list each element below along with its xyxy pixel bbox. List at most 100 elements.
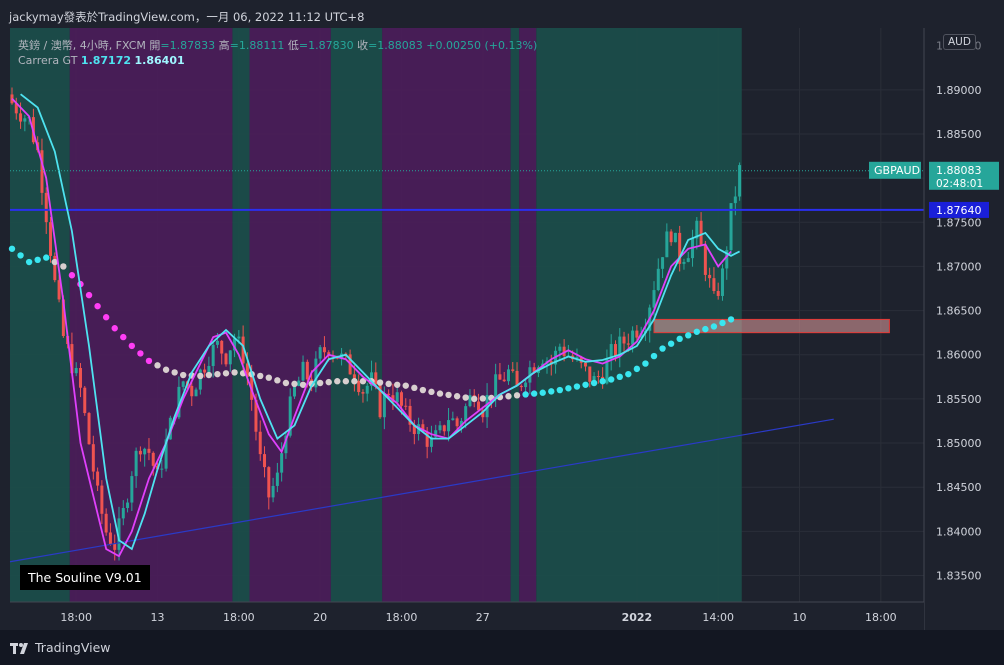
bull-zone (10, 28, 70, 602)
candle-body (254, 399, 258, 432)
price-tick-label: 1.87000 (936, 260, 982, 273)
price-tick-label: 1.87500 (936, 216, 982, 229)
trend-dot (530, 390, 538, 397)
candle-body (421, 424, 425, 432)
indicator-legend[interactable]: Carrera GT 1.87172 1.86401 (18, 54, 185, 67)
footer-brand[interactable]: TradingView (10, 640, 111, 655)
trend-dot (650, 352, 658, 360)
trend-dot (137, 350, 144, 357)
candle-body (357, 380, 361, 393)
candle-body (382, 393, 386, 418)
candle-body (459, 420, 463, 427)
candle-body (506, 369, 510, 382)
symbol-tag (869, 161, 921, 179)
candle-body (49, 222, 53, 256)
candle-body (44, 192, 48, 223)
candle-body (464, 406, 468, 421)
open-value: =1.87833 (160, 39, 216, 52)
candle-body (387, 393, 391, 396)
time-tick-label: 10 (793, 611, 807, 624)
change-value: +0.00250 (+0.13%) (426, 39, 538, 52)
trend-dot (685, 332, 692, 339)
candle-body (678, 232, 682, 264)
trend-dot (34, 256, 41, 264)
low-label: 低 (287, 39, 299, 52)
currency-button[interactable]: AUD (943, 34, 976, 50)
candle-body (618, 336, 622, 357)
candle-body (104, 513, 108, 533)
candle-body (258, 431, 262, 455)
last-price-value: 1.88083 (936, 164, 982, 177)
candle-body (720, 268, 724, 296)
candle-body (575, 357, 579, 360)
candle-body (708, 274, 712, 279)
candle-body (211, 344, 215, 367)
candle-body (40, 150, 44, 193)
trend-dot (351, 378, 358, 385)
candle-body (695, 220, 699, 239)
candle-body (626, 343, 630, 345)
trend-dot (17, 252, 24, 259)
candle-body (494, 374, 498, 398)
candle-body (686, 258, 690, 262)
candle-body (228, 350, 232, 365)
bear-zone (519, 28, 537, 602)
trend-dot (197, 372, 204, 380)
price-tick-label: 1.86500 (936, 305, 982, 318)
footer-brand-text: TradingView (35, 640, 111, 655)
candle-body (151, 452, 155, 466)
trend-dot (642, 360, 649, 367)
open-label: 開 (149, 39, 161, 52)
candle-body (314, 358, 318, 388)
candle-body (365, 385, 369, 394)
time-tick-label: 20 (313, 611, 327, 624)
candle-body (712, 278, 716, 292)
candle-body (53, 255, 57, 281)
candle-body (596, 376, 600, 378)
candle-body (524, 382, 528, 388)
trend-dot (419, 386, 427, 394)
trend-dot (334, 378, 341, 385)
candle-body (233, 338, 237, 351)
trend-dot (265, 374, 272, 381)
candle-body (584, 362, 588, 367)
trend-dot (359, 378, 367, 385)
trend-dot (608, 376, 615, 383)
trend-dot (274, 377, 281, 384)
candle-body (113, 544, 117, 550)
trend-dot (222, 370, 230, 377)
trend-dot (385, 380, 392, 388)
price-tick-label: 1.83500 (936, 570, 982, 583)
trend-dot (573, 383, 581, 390)
candle-body (160, 468, 164, 470)
candle-body (665, 231, 669, 258)
candle-body (241, 336, 245, 364)
candle-body (57, 280, 61, 300)
candle-body (237, 336, 241, 339)
candle-body (656, 268, 660, 291)
trend-dot (94, 302, 101, 310)
symbol-tag-label: GBPAUD (874, 164, 920, 177)
candle-body (224, 353, 228, 365)
candle-body (271, 485, 275, 498)
candle-body (190, 385, 194, 397)
candle-body (203, 369, 207, 373)
candle-body (207, 366, 211, 373)
time-tick-label: 13 (151, 611, 165, 624)
trend-dot (505, 393, 512, 400)
trend-dot (257, 372, 264, 380)
candle-body (19, 113, 23, 122)
price-tick-label: 1.84500 (936, 481, 982, 494)
candle-body (138, 450, 142, 455)
bull-zone (536, 28, 742, 602)
low-value: =1.87830 (298, 39, 354, 52)
candle-body (83, 387, 87, 414)
indicator-badge: The Souline V9.01 (20, 565, 150, 590)
candle-body (61, 299, 65, 336)
close-value: =1.88083 (368, 39, 423, 52)
time-tick-label: 18:00 (865, 611, 897, 624)
indicator-name: Carrera GT (18, 54, 78, 67)
candle-body (194, 389, 198, 397)
